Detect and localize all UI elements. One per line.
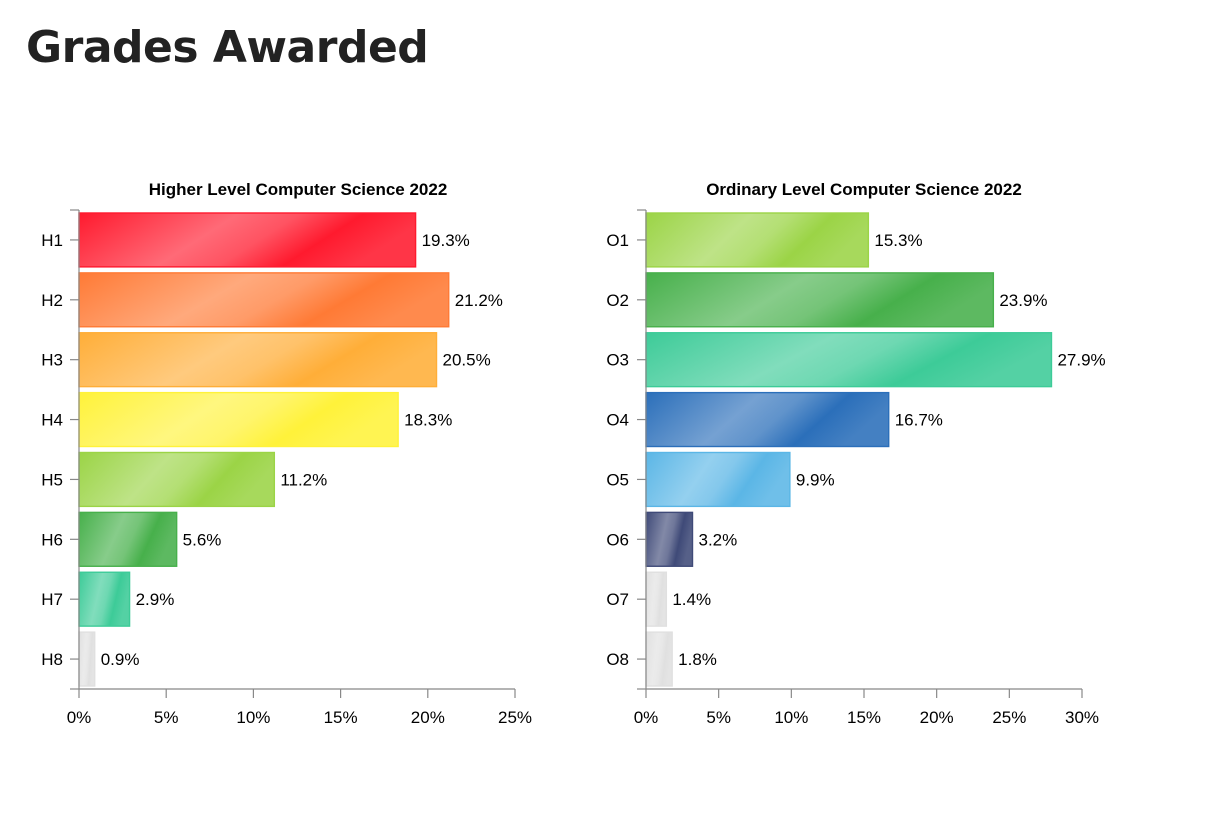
- bar-o2: [645, 272, 995, 328]
- y-tick-label-o6: O6: [606, 530, 629, 549]
- y-tick-label-o4: O4: [606, 411, 629, 430]
- data-label-h5: 11.2%: [280, 470, 327, 489]
- y-tick-label-o8: O8: [606, 650, 629, 669]
- y-tick-label-o3: O3: [606, 351, 629, 370]
- bar-o5: [645, 451, 791, 508]
- data-label-o5: 9.9%: [796, 470, 835, 489]
- bar-h2: [78, 272, 450, 328]
- y-tick-label-h7: H7: [41, 590, 63, 609]
- axes: H1 H2 H3 H4 H5 H6 H7 H8 0% 5% 10% 15% 20% 25%: [41, 209, 532, 727]
- y-tick-label-o5: O5: [606, 470, 629, 489]
- data-label-o6: 3.2%: [699, 530, 738, 549]
- data-label-o8: 1.8%: [678, 650, 717, 669]
- bar-h6: [78, 511, 178, 567]
- x-tick-label: 15%: [324, 708, 358, 727]
- y-tick-label-o2: O2: [606, 291, 629, 310]
- higher-level-chart: Higher Level Computer Science 2022 19.3%…: [41, 180, 532, 727]
- bar-o7: [645, 571, 668, 627]
- page-title: Grades Awarded: [26, 22, 429, 73]
- x-tick-label: 20%: [411, 708, 445, 727]
- data-label-o1: 15.3%: [874, 231, 922, 250]
- data-label-h8: 0.9%: [101, 650, 140, 669]
- y-tick-label-h6: H6: [41, 530, 63, 549]
- y-tick-label-h3: H3: [41, 351, 63, 370]
- y-tick-label-h1: H1: [41, 231, 63, 250]
- bar-o4: [645, 391, 890, 448]
- x-tick-label: 0%: [67, 708, 92, 727]
- x-tick-label: 10%: [774, 708, 808, 727]
- x-tick-label: 5%: [706, 708, 731, 727]
- bar-o1: [645, 212, 870, 268]
- x-tick-label: 5%: [154, 708, 179, 727]
- bar-h3: [78, 332, 438, 388]
- x-tick-label: 25%: [992, 708, 1026, 727]
- y-tick-label-h5: H5: [41, 470, 63, 489]
- chart-title: Higher Level Computer Science 2022: [149, 180, 448, 199]
- x-tick-label: 30%: [1065, 708, 1099, 727]
- x-tick-label: 0%: [634, 708, 659, 727]
- data-label-o3: 27.9%: [1057, 351, 1105, 370]
- chart-title: Ordinary Level Computer Science 2022: [706, 180, 1022, 199]
- x-tick-label: 25%: [498, 708, 532, 727]
- bar-h4: [78, 391, 399, 448]
- data-label-o2: 23.9%: [999, 291, 1047, 310]
- ordinary-level-chart: Ordinary Level Computer Science 2022 15.…: [606, 180, 1105, 727]
- y-tick-label-h8: H8: [41, 650, 63, 669]
- y-tick-label-h4: H4: [41, 411, 63, 430]
- data-label-h3: 20.5%: [443, 351, 491, 370]
- y-tick-label-h2: H2: [41, 291, 63, 310]
- data-label-h7: 2.9%: [136, 590, 175, 609]
- bar-h5: [78, 451, 276, 508]
- data-label-h4: 18.3%: [404, 411, 452, 430]
- bar-group: 15.3% 23.9% 27.9% 16.7% 9.9% 3.2% 1.4% 1.8%: [645, 212, 1106, 687]
- bar-o3: [645, 332, 1053, 388]
- data-label-h6: 5.6%: [183, 530, 222, 549]
- x-tick-label: 15%: [847, 708, 881, 727]
- x-tick-label: 20%: [920, 708, 954, 727]
- bar-h8: [78, 631, 96, 687]
- bar-o6: [645, 511, 694, 567]
- bar-o8: [645, 631, 673, 687]
- data-label-h2: 21.2%: [455, 291, 503, 310]
- bar-group: 19.3% 21.2% 20.5% 18.3% 11.2% 5.6% 2.9% 0.9%: [78, 212, 503, 687]
- x-tick-label: 10%: [236, 708, 270, 727]
- data-label-o7: 1.4%: [672, 590, 711, 609]
- axes: O1 O2 O3 O4 O5 O6 O7 O8 0% 5% 10% 15% 20% 25% 30%: [606, 209, 1099, 727]
- data-label-h1: 19.3%: [422, 231, 470, 250]
- data-label-o4: 16.7%: [895, 411, 943, 430]
- bar-h1: [78, 212, 417, 268]
- y-tick-label-o1: O1: [606, 231, 629, 250]
- bar-h7: [78, 571, 131, 627]
- y-tick-label-o7: O7: [606, 590, 629, 609]
